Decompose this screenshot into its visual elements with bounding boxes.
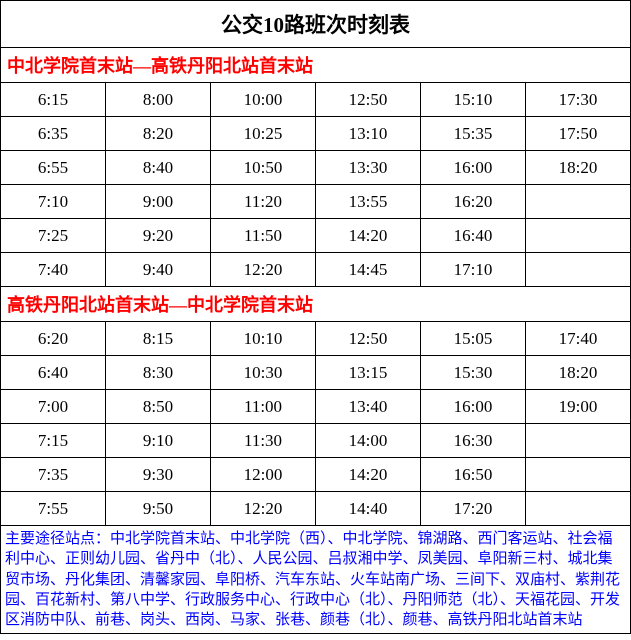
time-cell: 8:40 [106,151,211,185]
time-cell: 8:50 [106,390,211,424]
time-cell: 8:00 [106,83,211,117]
time-cell [526,219,631,253]
time-row: 6:158:0010:0012:5015:1017:30 [1,83,631,117]
time-row: 7:159:1011:3014:0016:30 [1,424,631,458]
time-cell: 17:40 [526,322,631,356]
time-cell: 12:50 [316,322,421,356]
time-cell: 12:20 [211,253,316,287]
time-cell: 12:20 [211,492,316,526]
time-cell: 11:50 [211,219,316,253]
time-cell: 7:10 [1,185,106,219]
time-cell: 17:20 [421,492,526,526]
time-cell: 7:25 [1,219,106,253]
time-cell: 6:40 [1,356,106,390]
time-cell: 9:30 [106,458,211,492]
time-cell: 17:10 [421,253,526,287]
time-cell: 12:00 [211,458,316,492]
time-cell: 15:05 [421,322,526,356]
time-cell [526,253,631,287]
time-cell: 10:10 [211,322,316,356]
time-row: 6:208:1510:1012:5015:0517:40 [1,322,631,356]
time-cell: 12:50 [316,83,421,117]
time-cell: 9:10 [106,424,211,458]
time-cell: 9:20 [106,219,211,253]
time-cell [526,458,631,492]
time-row: 6:558:4010:5013:3016:0018:20 [1,151,631,185]
time-row: 7:008:5011:0013:4016:0019:00 [1,390,631,424]
time-cell: 6:35 [1,117,106,151]
time-cell: 13:40 [316,390,421,424]
time-cell: 7:40 [1,253,106,287]
time-cell: 16:40 [421,219,526,253]
time-cell: 7:55 [1,492,106,526]
time-cell: 14:20 [316,458,421,492]
time-cell: 8:30 [106,356,211,390]
time-cell: 10:30 [211,356,316,390]
time-cell: 14:00 [316,424,421,458]
time-cell: 11:00 [211,390,316,424]
time-row: 6:358:2010:2513:1015:3517:50 [1,117,631,151]
time-cell: 18:20 [526,356,631,390]
time-cell: 9:00 [106,185,211,219]
time-cell: 16:50 [421,458,526,492]
time-cell: 15:30 [421,356,526,390]
time-cell: 14:20 [316,219,421,253]
schedule-table: 公交10路班次时刻表 中北学院首末站—高铁丹阳北站首末站6:158:0010:0… [0,0,631,634]
time-cell: 7:35 [1,458,106,492]
time-cell: 16:30 [421,424,526,458]
time-cell: 17:50 [526,117,631,151]
time-cell: 15:35 [421,117,526,151]
time-cell: 7:15 [1,424,106,458]
time-cell: 16:00 [421,151,526,185]
time-row: 6:408:3010:3013:1515:3018:20 [1,356,631,390]
time-cell: 9:50 [106,492,211,526]
time-cell: 16:00 [421,390,526,424]
page-title: 公交10路班次时刻表 [1,1,631,48]
time-cell: 10:25 [211,117,316,151]
time-row: 7:259:2011:5014:2016:40 [1,219,631,253]
time-cell [526,424,631,458]
time-cell: 14:40 [316,492,421,526]
time-cell: 10:00 [211,83,316,117]
time-cell: 14:45 [316,253,421,287]
direction-header-0: 中北学院首末站—高铁丹阳北站首末站 [1,48,631,83]
time-cell: 18:20 [526,151,631,185]
time-cell: 6:20 [1,322,106,356]
time-cell: 13:30 [316,151,421,185]
time-row: 7:559:5012:2014:4017:20 [1,492,631,526]
time-cell: 17:30 [526,83,631,117]
time-cell: 13:10 [316,117,421,151]
direction-header-1: 高铁丹阳北站首末站—中北学院首末站 [1,287,631,322]
time-cell [526,492,631,526]
time-cell: 6:15 [1,83,106,117]
time-cell [526,185,631,219]
time-row: 7:109:0011:2013:5516:20 [1,185,631,219]
time-cell: 15:10 [421,83,526,117]
time-cell: 11:30 [211,424,316,458]
time-cell: 8:20 [106,117,211,151]
time-cell: 9:40 [106,253,211,287]
time-cell: 10:50 [211,151,316,185]
time-cell: 16:20 [421,185,526,219]
time-cell: 19:00 [526,390,631,424]
time-row: 7:359:3012:0014:2016:50 [1,458,631,492]
time-cell: 8:15 [106,322,211,356]
time-cell: 13:55 [316,185,421,219]
stops-footer: 主要途径站点：中北学院首末站、中北学院（西）、中北学院、锦湖路、西门客运站、社会… [1,526,631,634]
time-cell: 11:20 [211,185,316,219]
time-cell: 7:00 [1,390,106,424]
time-cell: 13:15 [316,356,421,390]
time-cell: 6:55 [1,151,106,185]
time-row: 7:409:4012:2014:4517:10 [1,253,631,287]
